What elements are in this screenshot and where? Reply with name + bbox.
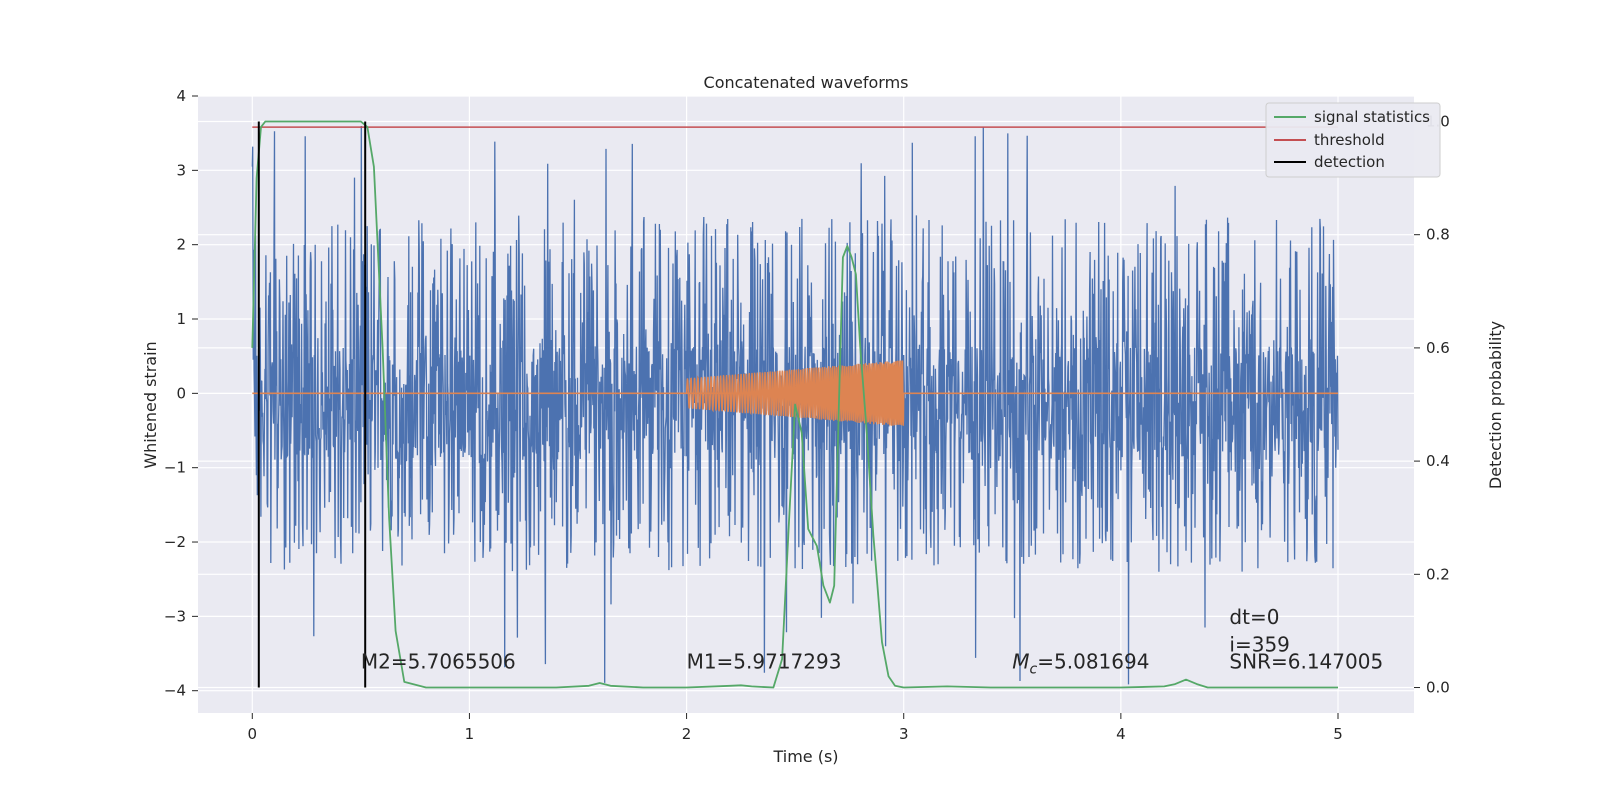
- legend: signal statistics threshold detection: [1265, 102, 1441, 178]
- annotations: M2=5.7065506 M1=5.9717293 Mc=5.081694 dt=0 i…: [361, 605, 1383, 678]
- x-tick-label-2: 2: [682, 725, 692, 743]
- y-left-tick-label-1: −3: [164, 607, 186, 625]
- y-left-tick-label-2: −2: [164, 533, 186, 551]
- y-left-tick-label-8: 4: [176, 87, 186, 105]
- x-tick-label-4: 4: [1116, 725, 1126, 743]
- annotation-1: M1=5.9717293: [687, 649, 842, 673]
- y-axis-label-left: Whitened strain: [141, 341, 160, 468]
- legend-label-threshold: threshold: [1314, 131, 1385, 149]
- y-left-tick-label-3: −1: [164, 459, 186, 477]
- annotation-4: i=359: [1229, 632, 1290, 656]
- series-signal-statistics: [251, 120, 1338, 689]
- y-left-tick-label-0: −4: [164, 682, 186, 700]
- annotation-5: SNR=6.147005: [1229, 649, 1383, 673]
- series-whitened-strain: [251, 125, 1339, 685]
- legend-label-detection: detection: [1314, 153, 1385, 171]
- x-tick-label-0: 0: [248, 725, 258, 743]
- y-left-tick-label-7: 3: [176, 161, 186, 179]
- x-tick-label-3: 3: [899, 725, 909, 743]
- y-left-tick-label-5: 1: [176, 310, 186, 328]
- x-tick-label-5: 5: [1333, 725, 1343, 743]
- y-right-tick-label-2: 0.4: [1426, 452, 1450, 470]
- y-right-tick-label-1: 0.2: [1426, 565, 1450, 583]
- y-right-tick-label-0: 0.0: [1426, 679, 1450, 697]
- x-tick-label-1: 1: [465, 725, 475, 743]
- legend-box: [1265, 102, 1441, 178]
- annotation-0: M2=5.7065506: [361, 649, 516, 673]
- legend-label-signal-statistics: signal statistics: [1314, 108, 1430, 126]
- y-right-tick-label-3: 0.6: [1426, 339, 1450, 357]
- chart-title: Concatenated waveforms: [704, 73, 909, 92]
- y-left-tick-label-4: 0: [176, 384, 186, 402]
- annotation-3: dt=0: [1229, 605, 1279, 629]
- annotation-2: Mc=5.081694: [1012, 649, 1149, 677]
- x-axis-label: Time (s): [772, 747, 838, 766]
- y-right-tick-label-4: 0.8: [1426, 226, 1450, 244]
- plot-layer: [251, 120, 1339, 689]
- y-left-tick-label-6: 2: [176, 236, 186, 254]
- y-axis-label-right: Detection probability: [1486, 321, 1505, 489]
